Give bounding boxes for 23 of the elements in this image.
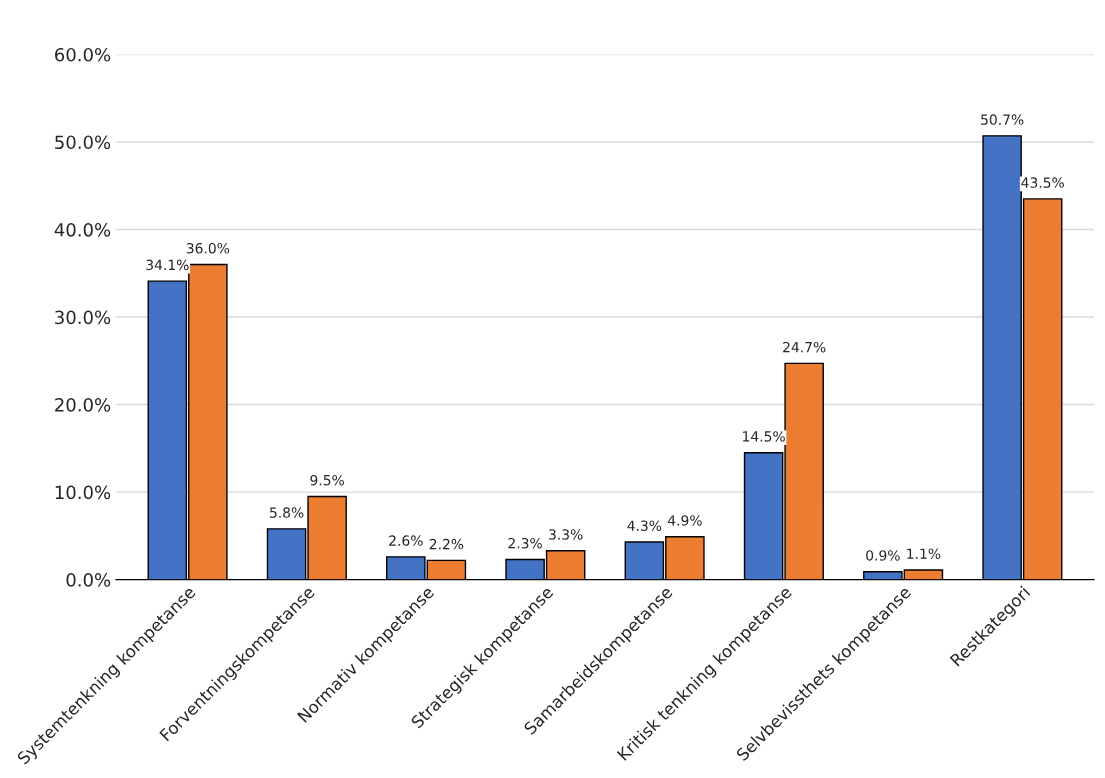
data-label: 3.3% — [549, 529, 583, 540]
data-label: 2.6% — [389, 535, 423, 546]
data-label: 2.3% — [508, 537, 542, 549]
y-tick-label: 30.0% — [55, 310, 111, 325]
data-label: 24.7% — [783, 341, 826, 353]
y-tick-label: 50.0% — [55, 135, 111, 150]
data-label: 0.9% — [866, 550, 900, 561]
data-label: 14.5% — [743, 431, 785, 442]
data-label: 43.5% — [1021, 177, 1064, 188]
data-label: 5.8% — [270, 507, 304, 518]
data-label: 1.1% — [907, 548, 941, 559]
data-label: 4.9% — [667, 515, 702, 526]
y-tick-label: 0.0% — [66, 573, 111, 587]
y-tick-label: 40.0% — [54, 222, 111, 237]
data-label: 36.0% — [186, 242, 230, 254]
y-tick-label: 10.0% — [55, 485, 111, 500]
data-label: 9.5% — [310, 474, 344, 486]
y-tick-label: 20.0% — [55, 398, 111, 412]
data-label: 4.3% — [627, 520, 662, 531]
data-label: 2.2% — [429, 538, 464, 550]
data-label: 50.7% — [981, 114, 1024, 125]
data-label: 34.1% — [146, 259, 189, 271]
y-tick-label: 60.0% — [55, 47, 111, 62]
